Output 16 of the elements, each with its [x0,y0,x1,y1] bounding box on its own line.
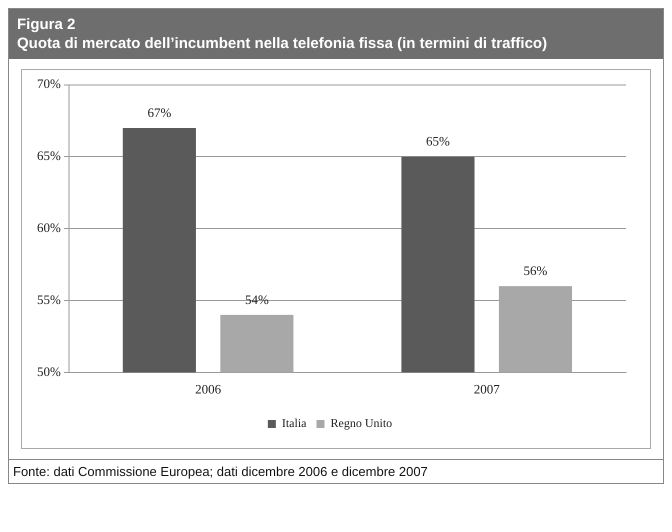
data-label: 65% [426,134,450,149]
y-tick-label: 70% [36,76,61,92]
x-tick-label: 2006 [195,382,222,397]
chart-title: Figura 2 [17,15,76,34]
x-tick-label: 2007 [474,382,500,397]
data-label: 67% [147,104,172,120]
legend-label: Italia [282,416,308,430]
legend-label: Regno Unito [330,416,392,430]
y-tick-label: 65% [36,148,61,164]
data-label: 54% [244,292,269,307]
source-note: Fonte: dati Commissione Europea; dati dicembre 2006 e dicembre 2007 [12,463,429,481]
chart-subtitle: Quota di mercato dell’incumbent nella telefonia fissa (in termini di traffico) [17,34,548,53]
y-tick-label: 50% [36,364,61,379]
y-tick-label: 60% [36,220,61,236]
data-label: 56% [524,263,548,278]
y-tick-label: 55% [36,292,61,307]
